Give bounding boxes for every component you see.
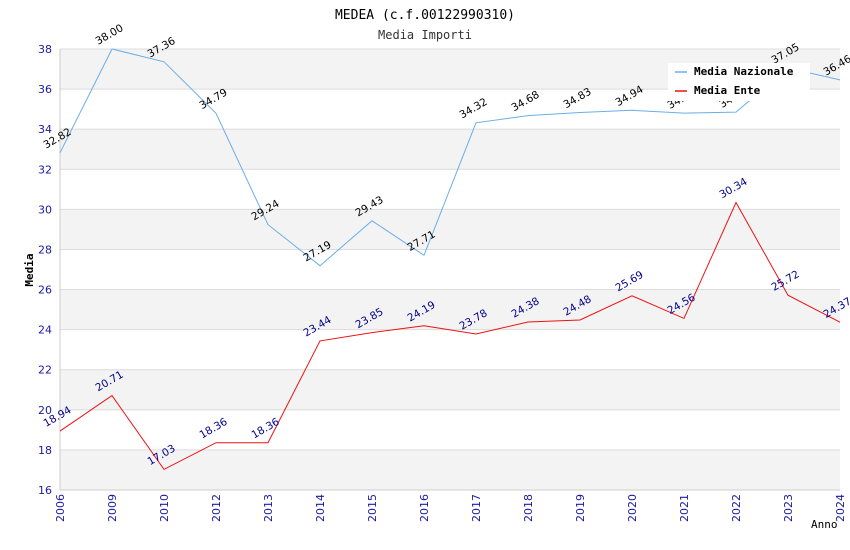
y-tick-label: 28	[38, 243, 52, 256]
data-label: 34.32	[458, 96, 490, 121]
legend: Media Nazionale Media Ente	[668, 63, 810, 101]
x-tick-label: 2006	[54, 494, 67, 522]
grid-band	[60, 289, 840, 330]
grid-band	[60, 129, 840, 170]
x-tick-label: 2009	[106, 494, 119, 522]
legend-label-media-nazionale: Media Nazionale	[694, 65, 794, 78]
y-axis-label: Media	[23, 253, 36, 286]
x-tick-label: 2015	[366, 494, 379, 522]
legend-label-media-ente: Media Ente	[694, 84, 761, 97]
y-tick-label: 24	[38, 324, 52, 337]
grid-lines	[60, 48, 840, 491]
legend-box	[668, 63, 810, 101]
y-tick-label: 32	[38, 163, 52, 176]
x-tick-label: 2024	[834, 494, 847, 522]
data-label: 34.68	[510, 89, 542, 114]
y-tick-label: 18	[38, 444, 52, 457]
x-tick-label: 2021	[678, 494, 691, 522]
y-tick-label: 34	[38, 123, 52, 136]
x-tick-label: 2010	[158, 494, 171, 522]
x-tick-label: 2022	[730, 494, 743, 522]
data-label: 18.36	[198, 416, 230, 442]
x-axis-label: Anno	[811, 518, 838, 531]
axes	[59, 49, 840, 491]
data-label: 18.36	[250, 416, 282, 442]
x-tick-label: 2017	[470, 494, 483, 522]
data-label: 30.34	[718, 176, 750, 202]
y-tick-label: 22	[38, 364, 52, 377]
y-tick-label: 20	[38, 404, 52, 417]
grid-band	[60, 209, 840, 250]
series-line-media-nazionale	[59, 48, 841, 267]
x-tick-label: 2014	[314, 494, 327, 522]
x-tick-label: 2012	[210, 494, 223, 522]
y-tick-label: 38	[38, 43, 52, 56]
chart-subtitle: Media Importi	[378, 28, 472, 42]
x-tick-label: 2013	[262, 494, 275, 522]
data-label: 38.00	[94, 22, 126, 47]
x-tick-label: 2019	[574, 494, 587, 522]
series-lines	[59, 48, 841, 471]
y-tick-label: 16	[38, 484, 52, 497]
x-tick-label: 2016	[418, 494, 431, 522]
y-tick-label: 30	[38, 203, 52, 216]
x-tick-label: 2023	[782, 494, 795, 522]
data-label: 34.79	[198, 87, 230, 112]
grid-bands	[60, 49, 840, 490]
y-tick-labels: 16 18 20 22 24 26 28 30 32 34 36 38	[38, 43, 52, 497]
y-tick-label: 26	[38, 284, 52, 297]
series-line-media-ente	[59, 201, 841, 471]
grid-band	[60, 369, 840, 410]
grid-band	[60, 449, 840, 490]
x-tick-label: 2020	[626, 494, 639, 522]
x-tick-label: 2018	[522, 494, 535, 522]
chart-title: MEDEA (c.f.00122990310)	[335, 8, 515, 23]
x-tick-labels: 2006 2009 2010 2012 2013 2014 2015 2016 2017 2018…	[54, 494, 847, 522]
y-tick-label: 36	[38, 83, 52, 96]
